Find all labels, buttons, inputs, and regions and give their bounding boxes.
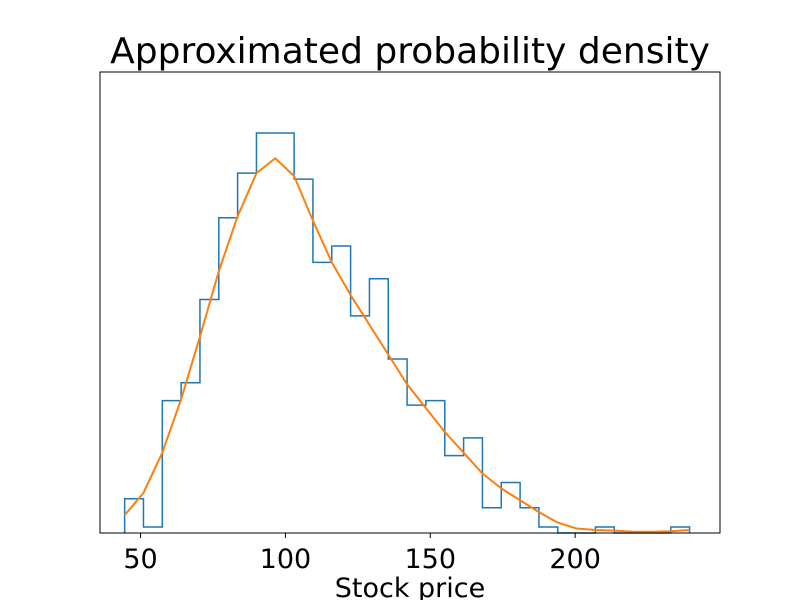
x-axis-label: Stock price (335, 573, 486, 600)
x-tick-label: 100 (260, 544, 312, 575)
x-tick-label: 150 (405, 544, 457, 575)
x-tick-label: 50 (123, 544, 157, 575)
plot-frame (99, 71, 721, 534)
x-tick-label: 200 (549, 544, 601, 575)
density-curve-line (123, 157, 690, 533)
chart-title: Approximated probability density (110, 31, 710, 72)
x-axis: 50 100 150 200 (123, 533, 601, 575)
plot-area (123, 132, 691, 534)
histogram-step-line (123, 132, 691, 534)
